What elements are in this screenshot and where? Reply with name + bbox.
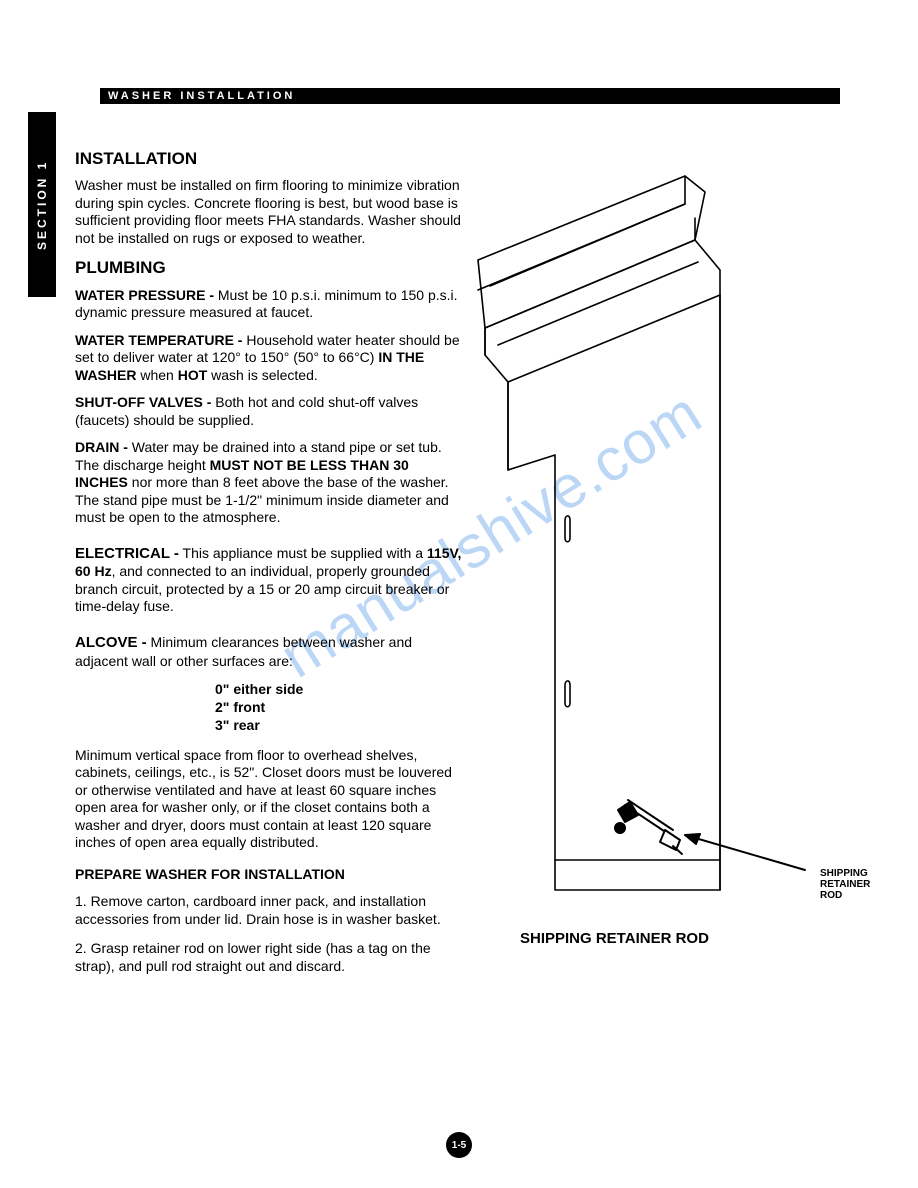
- para-water-temp: WATER TEMPERATURE - Household water heat…: [75, 332, 465, 385]
- clearance-rear: 3" rear: [215, 716, 465, 734]
- heading-installation: INSTALLATION: [75, 148, 465, 169]
- bold-hot: HOT: [178, 367, 208, 383]
- figure-callout-label: SHIPPING RETAINER ROD: [820, 868, 870, 901]
- lead-alcove: ALCOVE -: [75, 634, 147, 651]
- body-water-temp-2: when: [136, 367, 177, 383]
- para-water-pressure: WATER PRESSURE - Must be 10 p.s.i. minim…: [75, 287, 465, 322]
- body-electrical-2: , and connected to an individual, proper…: [75, 563, 449, 614]
- para-install-intro: Washer must be installed on firm floorin…: [75, 177, 465, 247]
- washer-figure: [470, 170, 870, 950]
- washer-illustration: [470, 170, 870, 950]
- para-step1: 1. Remove carton, cardboard inner pack, …: [75, 893, 465, 928]
- heading-prepare: PREPARE WASHER FOR INSTALLATION: [75, 866, 465, 884]
- lead-shutoff: SHUT-OFF VALVES -: [75, 394, 211, 410]
- para-step2: 2. Grasp retainer rod on lower right sid…: [75, 940, 465, 975]
- clearance-side: 0" either side: [215, 680, 465, 698]
- page-number: 1-5: [446, 1132, 472, 1158]
- lead-drain: DRAIN -: [75, 439, 128, 455]
- body-electrical-1: This appliance must be supplied with a: [179, 545, 427, 561]
- clearances-list: 0" either side 2" front 3" rear: [215, 680, 465, 735]
- figure-label-line3: ROD: [820, 890, 870, 901]
- figure-label-line1: SHIPPING: [820, 868, 870, 879]
- figure-label-line2: RETAINER: [820, 879, 870, 890]
- lead-water-temp: WATER TEMPERATURE -: [75, 332, 242, 348]
- figure-caption: SHIPPING RETAINER ROD: [520, 930, 709, 947]
- para-electrical: ELECTRICAL - This appliance must be supp…: [75, 545, 465, 616]
- heading-plumbing: PLUMBING: [75, 257, 465, 278]
- body-water-temp-3: wash is selected.: [207, 367, 318, 383]
- content-column: INSTALLATION Washer must be installed on…: [75, 140, 465, 985]
- para-drain: DRAIN - Water may be drained into a stan…: [75, 439, 465, 527]
- section-tab: SECTION 1: [28, 112, 56, 297]
- lead-electrical: ELECTRICAL -: [75, 545, 179, 562]
- para-min-vertical: Minimum vertical space from floor to ove…: [75, 747, 465, 852]
- header-bar: WASHER INSTALLATION: [100, 88, 840, 104]
- lead-water-pressure: WATER PRESSURE -: [75, 287, 214, 303]
- clearance-front: 2" front: [215, 698, 465, 716]
- para-shutoff: SHUT-OFF VALVES - Both hot and cold shut…: [75, 394, 465, 429]
- body-drain-2: nor more than 8 feet above the base of t…: [75, 474, 449, 525]
- para-alcove: ALCOVE - Minimum clearances between wash…: [75, 634, 465, 670]
